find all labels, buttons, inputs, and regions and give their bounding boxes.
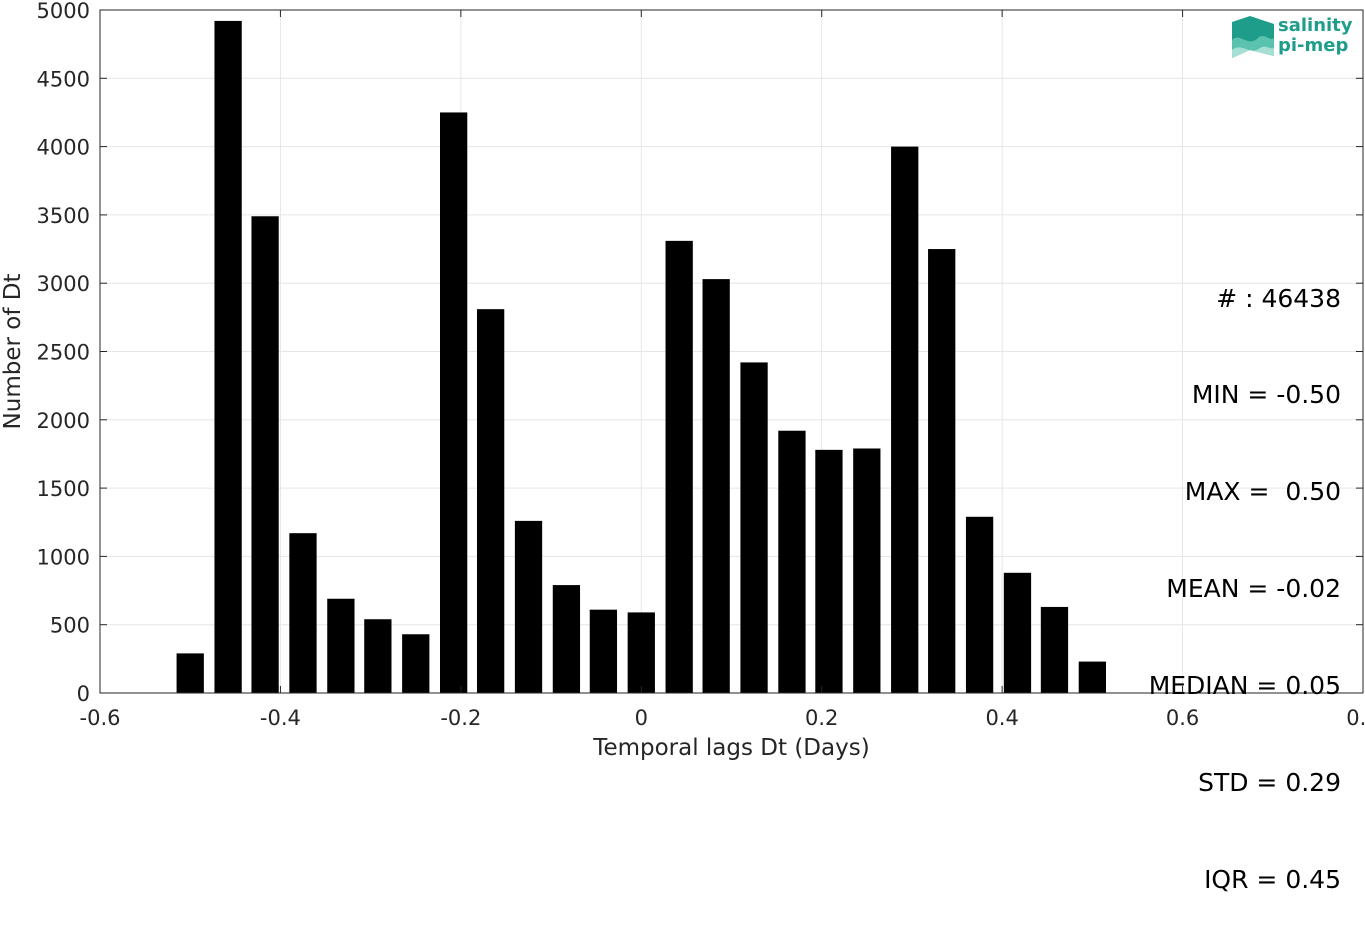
y-tick-label: 1500 <box>37 477 90 501</box>
y-tick-label: 500 <box>50 614 90 638</box>
stats-iqr: IQR = 0.45 <box>1204 864 1341 894</box>
histogram-bar <box>815 449 843 693</box>
stats-min: MIN = -0.50 <box>1191 380 1341 410</box>
x-axis-title: Temporal lags Dt (Days) <box>592 735 869 761</box>
histogram-bar <box>1078 661 1106 693</box>
histogram-bar <box>928 249 956 694</box>
bars-group <box>176 20 1106 694</box>
histogram-bar <box>702 279 730 693</box>
axis-ticks: -0.6 -0.4 -0.2 0 0.2 0.4 0.6 0.8 0 500 1000 1500 200… <box>37 0 1365 730</box>
histogram-bar <box>552 585 581 693</box>
y-axis-title: Number of Dt <box>0 274 26 430</box>
histogram-bar <box>665 240 693 693</box>
histogram-bar <box>439 112 468 693</box>
wave-logo-icon <box>1232 16 1274 58</box>
y-tick-label: 5000 <box>37 0 90 23</box>
x-tick-label: -0.2 <box>440 706 481 730</box>
stats-count: # : 46438 <box>1216 283 1341 313</box>
y-tick-label: 0 <box>77 682 90 706</box>
histogram-bar <box>514 520 543 693</box>
histogram-bar <box>589 609 618 693</box>
y-tick-label: 3000 <box>37 272 90 296</box>
histogram-bar <box>327 598 355 693</box>
histogram-bar <box>364 619 392 693</box>
x-tick-label: 0.4 <box>985 706 1018 730</box>
histogram-bar <box>853 448 881 693</box>
x-tick-label: 0.8 <box>1346 706 1365 730</box>
stats-mean: MEAN = -0.02 <box>1166 574 1341 604</box>
x-tick-label: -0.6 <box>80 706 121 730</box>
histogram-bar <box>476 309 505 693</box>
histogram-bar <box>289 533 317 693</box>
histogram-bar <box>1040 606 1069 693</box>
y-tick-label: 2500 <box>37 341 90 365</box>
histogram-bar <box>778 430 806 693</box>
x-tick-label: 0.2 <box>805 706 838 730</box>
x-tick-label: 0 <box>635 706 648 730</box>
histogram-bar <box>1003 572 1032 693</box>
stats-std: STD = 0.29 <box>1198 768 1341 798</box>
histogram-bar <box>402 634 430 693</box>
y-tick-label: 4500 <box>37 67 90 91</box>
logo-line-1: salinity <box>1278 15 1353 36</box>
stats-box: # : 46438 MIN = -0.50 MAX = 0.50 MEAN = … <box>1149 218 1341 929</box>
logo-text: salinity pi-mep <box>1278 16 1353 56</box>
histogram-bar <box>740 362 768 693</box>
stats-max: MAX = 0.50 <box>1184 477 1341 507</box>
histogram-bar <box>891 146 919 694</box>
x-tick-label: 0.6 <box>1166 706 1199 730</box>
x-tick-label: -0.4 <box>260 706 301 730</box>
histogram-bar <box>176 653 204 693</box>
histogram-bar <box>627 612 655 693</box>
histogram-bar <box>965 516 994 693</box>
stats-median: MEDIAN = 0.05 <box>1148 671 1341 701</box>
y-tick-label: 1000 <box>37 545 90 569</box>
histogram-chart: -0.6 -0.4 -0.2 0 0.2 0.4 0.6 0.8 0 500 1000 1500 200… <box>0 0 1365 761</box>
y-tick-label: 3500 <box>37 204 90 228</box>
logo-line-2: pi-mep <box>1278 35 1349 56</box>
y-tick-label: 2000 <box>37 409 90 433</box>
y-tick-label: 4000 <box>37 136 90 160</box>
salinity-pimep-logo: salinity pi-mep <box>1228 14 1353 62</box>
histogram-bar <box>251 216 279 694</box>
histogram-bar <box>214 20 242 694</box>
